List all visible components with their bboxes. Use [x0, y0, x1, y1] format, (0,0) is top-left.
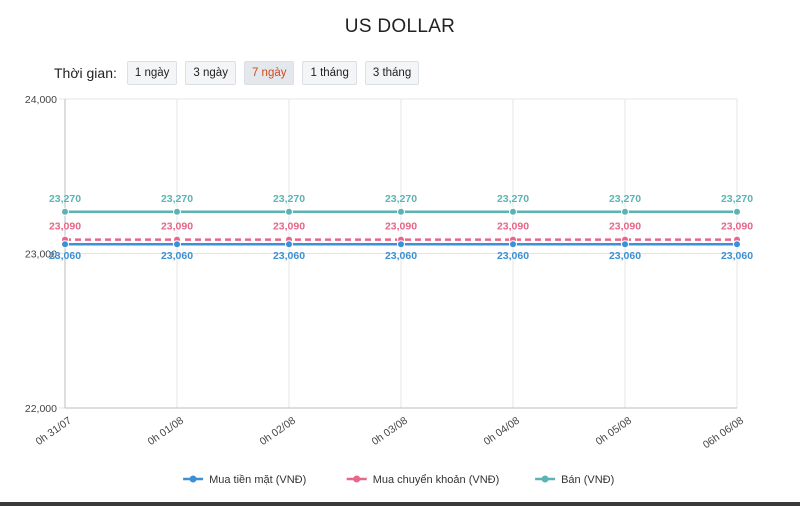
range-button-1-month[interactable]: 1 tháng — [302, 61, 357, 85]
range-button-7-days[interactable]: 7 ngày — [243, 61, 295, 85]
data-label: 23,270 — [273, 193, 305, 205]
y-tick-label: 23,000 — [25, 249, 57, 261]
data-label: 23,060 — [161, 250, 193, 262]
legend: Mua tiền mặt (VNĐ) Mua chuyển khoản (VNĐ)… — [183, 474, 614, 486]
legend-swatch-dot — [353, 475, 361, 483]
x-tick-label: 0h 31/07 — [34, 415, 74, 448]
data-label: 23,090 — [49, 221, 81, 233]
legend-item: Mua chuyển khoản (VNĐ) — [346, 474, 500, 486]
data-point — [397, 240, 405, 249]
time-range-selector: Thời gian: 1 ngày 3 ngày 7 ngày 1 tháng … — [54, 60, 420, 86]
data-point — [397, 207, 405, 216]
data-label: 23,090 — [609, 221, 641, 233]
y-tick-label: 24,000 — [25, 94, 57, 106]
data-point — [509, 240, 517, 249]
range-button-3-months[interactable]: 3 tháng — [364, 61, 420, 85]
data-point — [61, 207, 69, 216]
data-point — [733, 207, 741, 216]
x-tick-label: 0h 03/08 — [370, 415, 410, 448]
x-tick-label: 0h 01/08 — [146, 415, 186, 448]
data-point — [173, 240, 181, 249]
data-label: 23,060 — [273, 250, 305, 262]
range-button-3-days[interactable]: 3 ngày — [185, 61, 236, 85]
data-label: 23,060 — [385, 250, 417, 262]
legend-label: Bán (VNĐ) — [561, 474, 614, 486]
data-label: 23,090 — [721, 221, 753, 233]
data-point — [285, 240, 293, 249]
x-tick-label: 0h 05/08 — [594, 415, 634, 448]
data-label: 23,270 — [161, 193, 193, 205]
series-1: 23,090 23,090 23,090 23,090 23,090 23,090 23,0… — [49, 221, 753, 244]
x-tick-label: 0h 02/08 — [258, 415, 298, 448]
x-tick-label: 06h 06/08 — [701, 415, 746, 452]
data-label: 23,270 — [497, 193, 529, 205]
data-label: 23,060 — [49, 250, 81, 262]
series-2: 23,060 23,060 23,060 23,060 23,060 23,060 23,0… — [49, 240, 753, 262]
data-point — [509, 207, 517, 216]
data-label: 23,060 — [497, 250, 529, 262]
chart-title: US DOLLAR — [344, 16, 456, 37]
data-label: 23,060 — [721, 250, 753, 262]
data-point — [733, 240, 741, 249]
data-point — [61, 240, 69, 249]
range-button-1-day[interactable]: 1 ngày — [126, 61, 178, 85]
data-label: 23,270 — [49, 193, 81, 205]
legend-item: Bán (VNĐ) — [535, 474, 614, 486]
data-point — [285, 207, 293, 216]
data-label: 23,090 — [497, 221, 529, 233]
data-point — [173, 207, 181, 216]
data-label: 23,060 — [609, 250, 641, 262]
data-label: 23,090 — [385, 221, 417, 233]
data-point — [621, 207, 629, 216]
x-tick-label: 0h 04/08 — [482, 415, 522, 448]
data-label: 23,090 — [161, 221, 193, 233]
legend-label: Mua tiền mặt (VNĐ) — [209, 474, 306, 486]
legend-swatch-dot — [189, 475, 197, 483]
legend-swatch-dot — [541, 475, 549, 483]
legend-label: Mua chuyển khoản (VNĐ) — [373, 474, 500, 486]
time-range-label: Thời gian: — [54, 65, 117, 81]
legend-item: Mua tiền mặt (VNĐ) — [183, 474, 306, 486]
y-tick-label: 22,000 — [25, 403, 57, 415]
data-label: 23,270 — [721, 193, 753, 205]
series-0: 23,270 23,270 23,270 23,270 23,270 23,270 23,2… — [49, 193, 753, 216]
data-label: 23,270 — [609, 193, 641, 205]
data-label: 23,090 — [273, 221, 305, 233]
bottom-border — [0, 502, 800, 506]
data-point — [621, 240, 629, 249]
data-label: 23,270 — [385, 193, 417, 205]
